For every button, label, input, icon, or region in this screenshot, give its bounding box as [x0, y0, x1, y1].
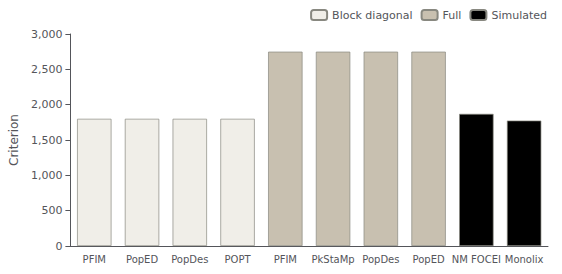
svg-text:NM FOCEI: NM FOCEI — [452, 254, 501, 265]
svg-text:1,000: 1,000 — [31, 169, 63, 182]
svg-text:PkStaMp: PkStaMp — [311, 254, 354, 265]
svg-text:Monolix: Monolix — [505, 254, 544, 265]
svg-text:PopDes: PopDes — [171, 254, 208, 265]
svg-text:2,500: 2,500 — [31, 63, 63, 76]
svg-text:PopED: PopED — [413, 254, 445, 265]
svg-text:PopED: PopED — [126, 254, 158, 265]
svg-text:2,000: 2,000 — [31, 98, 63, 111]
svg-text:Block diagonal: Block diagonal — [332, 9, 413, 22]
svg-text:0: 0 — [55, 240, 62, 253]
svg-text:PopDes: PopDes — [362, 254, 399, 265]
svg-text:PFIM: PFIM — [83, 254, 106, 265]
svg-text:Full: Full — [443, 9, 462, 22]
svg-text:1,500: 1,500 — [31, 134, 63, 147]
svg-text:POPT: POPT — [225, 254, 252, 265]
svg-text:Criterion: Criterion — [7, 114, 21, 166]
svg-text:500: 500 — [41, 204, 62, 217]
svg-text:Simulated: Simulated — [491, 9, 547, 22]
svg-text:3,000: 3,000 — [31, 28, 63, 41]
svg-text:PFIM: PFIM — [274, 254, 297, 265]
